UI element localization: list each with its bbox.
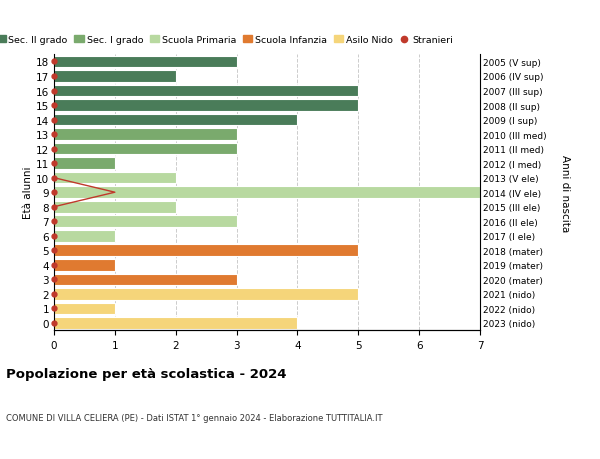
Bar (54, 318, 298, 329)
Bar (54, 303, 115, 314)
Text: COMUNE DI VILLA CELIERA (PE) - Dati ISTAT 1° gennaio 2024 - Elaborazione TUTTITA: COMUNE DI VILLA CELIERA (PE) - Dati ISTA… (6, 413, 383, 422)
Bar (54, 144, 236, 155)
Bar (54, 245, 358, 257)
Bar (54, 230, 115, 242)
Bar (54, 114, 298, 126)
Bar (54, 85, 358, 97)
Bar (54, 158, 115, 169)
Y-axis label: Anni di nascita: Anni di nascita (560, 154, 570, 231)
Bar (54, 100, 358, 112)
Bar (54, 187, 480, 199)
Legend: Sec. II grado, Sec. I grado, Scuola Primaria, Scuola Infanzia, Asilo Nido, Stran: Sec. II grado, Sec. I grado, Scuola Prim… (0, 36, 452, 45)
Bar (54, 216, 236, 228)
Y-axis label: Età alunni: Età alunni (23, 167, 33, 219)
Bar (54, 202, 176, 213)
Bar (54, 129, 236, 140)
Bar (54, 71, 176, 83)
Bar (54, 288, 358, 300)
Bar (54, 274, 236, 285)
Bar (54, 259, 115, 271)
Text: Popolazione per età scolastica - 2024: Popolazione per età scolastica - 2024 (6, 367, 287, 380)
Bar (54, 173, 176, 184)
Bar (54, 56, 236, 68)
